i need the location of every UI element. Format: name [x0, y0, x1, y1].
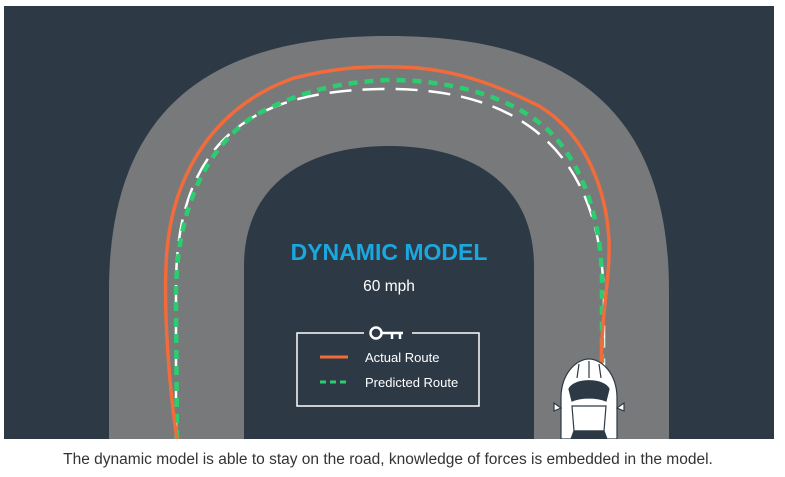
- legend-border: [296, 332, 480, 407]
- actual-route-label: Actual Route: [365, 350, 439, 365]
- diagram-title: DYNAMIC MODEL: [291, 239, 488, 265]
- caption: The dynamic model is able to stay on the…: [63, 451, 713, 468]
- speed-label: 60 mph: [363, 278, 415, 295]
- dynamic-model-diagram: DYNAMIC MODEL 60 mph Actual Route Predic…: [4, 6, 774, 439]
- key-icon: [369, 326, 403, 340]
- legend: Actual Route Predicted Route: [296, 326, 480, 407]
- road: [109, 36, 669, 439]
- predicted-route: [173, 77, 605, 439]
- car-icon: [553, 358, 625, 439]
- predicted-route-label: Predicted Route: [365, 375, 458, 390]
- actual-route: [163, 65, 611, 439]
